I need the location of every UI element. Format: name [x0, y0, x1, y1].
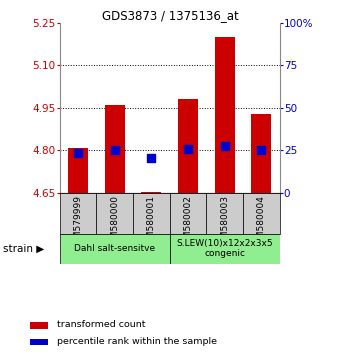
Bar: [141, 192, 161, 193]
Bar: [251, 114, 271, 193]
Text: GSM579999: GSM579999: [74, 195, 83, 250]
Text: GSM580003: GSM580003: [220, 195, 229, 250]
Text: transformed count: transformed count: [57, 320, 146, 330]
Point: [222, 143, 227, 149]
Bar: [214, 37, 235, 193]
Bar: [30, 339, 48, 345]
Point: [185, 146, 191, 152]
Bar: [60, 193, 96, 234]
Bar: [169, 193, 206, 234]
Bar: [68, 148, 88, 193]
Text: Dahl salt-sensitve: Dahl salt-sensitve: [74, 244, 155, 253]
Point: [258, 148, 264, 153]
Text: S.LEW(10)x12x2x3x5
congenic: S.LEW(10)x12x2x3x5 congenic: [176, 239, 273, 258]
Text: percentile rank within the sample: percentile rank within the sample: [57, 337, 217, 346]
Point: [149, 155, 154, 160]
Text: GDS3873 / 1375136_at: GDS3873 / 1375136_at: [102, 9, 239, 22]
Text: GSM580001: GSM580001: [147, 195, 156, 250]
Point: [75, 150, 81, 156]
Bar: [206, 193, 243, 234]
Text: GSM580002: GSM580002: [183, 195, 192, 250]
Bar: [30, 322, 48, 329]
Point: [112, 148, 117, 153]
Bar: [243, 193, 280, 234]
Text: GSM580000: GSM580000: [110, 195, 119, 250]
Bar: [105, 105, 125, 193]
Text: strain ▶: strain ▶: [3, 244, 45, 254]
Bar: [178, 99, 198, 193]
Text: GSM580004: GSM580004: [257, 195, 266, 250]
Bar: [96, 193, 133, 234]
Bar: [133, 193, 170, 234]
Bar: [169, 234, 280, 264]
Bar: [60, 234, 169, 264]
